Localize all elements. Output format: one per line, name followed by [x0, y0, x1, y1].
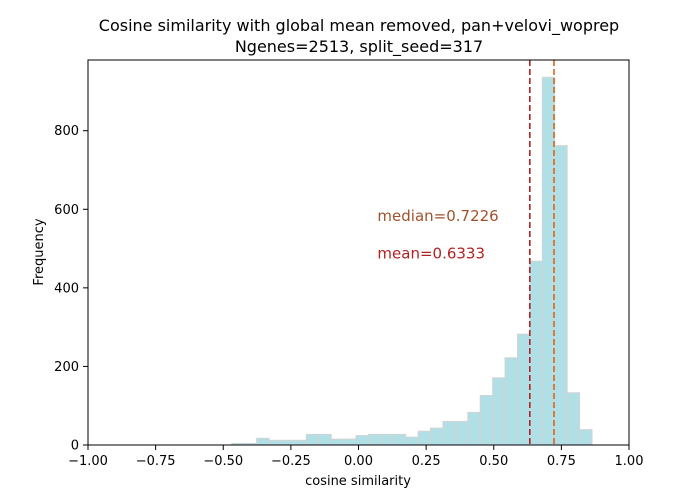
bars-layer: [231, 76, 593, 446]
histogram-bar: [566, 392, 581, 446]
y-tick-label: 800: [54, 124, 79, 139]
median-annotation: median=0.7226: [377, 207, 498, 225]
y-tick-label: 600: [54, 203, 79, 218]
y-tick-label: 200: [54, 360, 79, 375]
x-tick-label: 1.00: [615, 454, 644, 469]
chart-title: Cosine similarity with global mean remov…: [99, 16, 619, 36]
histogram-bar: [380, 433, 394, 446]
x-tick-label: −0.75: [136, 454, 176, 469]
histogram-bar: [330, 438, 345, 446]
mean-annotation: mean=0.6333: [377, 244, 485, 262]
histogram-bar: [529, 260, 543, 446]
chart-subtitle: Ngenes=2513, split_seed=317: [235, 37, 483, 57]
histogram-bar: [417, 430, 432, 446]
x-tick-label: 0.50: [479, 454, 508, 469]
histogram-bar: [305, 433, 320, 446]
histogram-bar: [504, 357, 518, 446]
histogram-bar: [479, 395, 494, 446]
histogram-bar: [405, 436, 419, 446]
x-tick-label: 0.75: [547, 454, 576, 469]
y-axis-ticks: 0 200 400 600 800: [54, 124, 88, 454]
y-tick-label: 0: [71, 439, 79, 454]
histogram-bar: [343, 438, 357, 446]
histogram-bar: [318, 433, 332, 446]
x-axis-ticks: −1.00 −0.75 −0.50 −0.25 0.00 0.25 0.50 0.75 1.00: [68, 445, 643, 469]
histogram-bar: [516, 333, 531, 446]
histogram-bar: [579, 429, 593, 446]
y-axis-label: Frequency: [32, 218, 47, 285]
histogram-bar: [392, 433, 407, 446]
histogram-bar: [367, 433, 382, 446]
histogram-bar: [492, 377, 506, 446]
y-tick-label: 400: [54, 281, 79, 296]
x-tick-label: −1.00: [68, 454, 108, 469]
histogram-bar: [280, 439, 295, 446]
histogram-bar: [467, 411, 481, 446]
x-tick-label: −0.25: [271, 454, 311, 469]
histogram-bar: [430, 427, 444, 446]
histogram-bar: [442, 420, 456, 446]
histogram-bar: [355, 435, 369, 446]
histogram-bar: [268, 439, 282, 446]
x-tick-label: −0.50: [203, 454, 243, 469]
histogram-bar: [256, 437, 270, 446]
x-tick-label: 0.00: [344, 454, 373, 469]
histogram-bar: [454, 420, 469, 446]
x-tick-label: 0.25: [412, 454, 441, 469]
reference-lines: [529, 60, 555, 445]
histogram-bar: [293, 439, 307, 446]
x-axis-label: cosine similarity: [305, 474, 411, 489]
annotations: median=0.7226 mean=0.6333: [377, 207, 498, 262]
histogram-bar: [554, 145, 568, 446]
histogram-bar: [541, 76, 556, 446]
